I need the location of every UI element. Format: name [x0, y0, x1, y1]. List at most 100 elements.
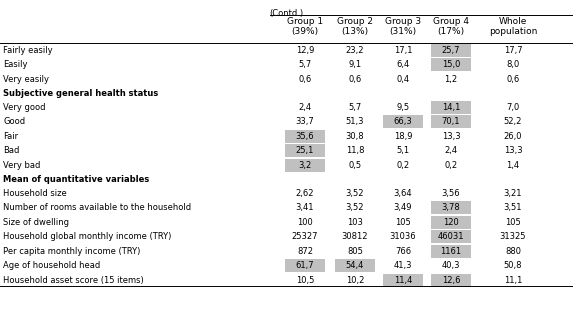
Text: 0,5: 0,5 [348, 161, 362, 170]
Text: 6,4: 6,4 [397, 60, 410, 69]
Text: 61,7: 61,7 [296, 261, 315, 270]
Text: 30812: 30812 [342, 232, 368, 241]
Text: Very good: Very good [3, 103, 45, 112]
Text: Good: Good [3, 117, 25, 126]
Text: Household size: Household size [3, 189, 66, 198]
Text: 2,62: 2,62 [296, 189, 314, 198]
Text: 3,52: 3,52 [346, 189, 364, 198]
Text: 872: 872 [297, 247, 313, 256]
Bar [431, 44, 471, 57]
Text: 31325: 31325 [500, 232, 526, 241]
Text: 0,6: 0,6 [299, 75, 312, 84]
Text: 10,5: 10,5 [296, 276, 314, 285]
Text: 3,51: 3,51 [504, 203, 522, 212]
Text: 18,9: 18,9 [394, 132, 412, 141]
Text: 103: 103 [347, 218, 363, 227]
Text: Easily: Easily [3, 60, 28, 69]
Text: Mean of quantitative variables: Mean of quantitative variables [3, 175, 149, 184]
Text: Whole
population: Whole population [489, 17, 537, 36]
Text: 17,1: 17,1 [394, 46, 412, 55]
Bar [383, 115, 423, 128]
Text: 1161: 1161 [441, 247, 462, 256]
Text: 0,6: 0,6 [348, 75, 362, 84]
Text: 12,6: 12,6 [442, 276, 460, 285]
Text: 46031: 46031 [438, 232, 464, 241]
Text: 3,2: 3,2 [299, 161, 312, 170]
Text: 23,2: 23,2 [346, 46, 364, 55]
Text: 2,4: 2,4 [299, 103, 312, 112]
Text: 40,3: 40,3 [442, 261, 460, 270]
Bar [431, 245, 471, 258]
Text: 14,1: 14,1 [442, 103, 460, 112]
Text: Size of dwelling: Size of dwelling [3, 218, 69, 227]
Text: 17,7: 17,7 [504, 46, 523, 55]
Text: 3,41: 3,41 [296, 203, 314, 212]
Text: 25,7: 25,7 [442, 46, 460, 55]
Text: 33,7: 33,7 [296, 117, 315, 126]
Text: 120: 120 [443, 218, 459, 227]
Text: 12,9: 12,9 [296, 46, 314, 55]
Text: 5,7: 5,7 [299, 60, 312, 69]
Bar [431, 216, 471, 229]
Text: 766: 766 [395, 247, 411, 256]
Text: Age of household head: Age of household head [3, 261, 100, 270]
Text: 50,8: 50,8 [504, 261, 522, 270]
Text: 9,1: 9,1 [348, 60, 362, 69]
Text: 11,4: 11,4 [394, 276, 412, 285]
Text: Group 1
(39%): Group 1 (39%) [287, 17, 323, 36]
Bar [431, 274, 471, 287]
Text: 0,6: 0,6 [507, 75, 520, 84]
Text: 0,2: 0,2 [397, 161, 410, 170]
Text: Group 3
(31%): Group 3 (31%) [385, 17, 421, 36]
Text: 1,4: 1,4 [507, 161, 520, 170]
Text: 41,3: 41,3 [394, 261, 412, 270]
Text: 5,1: 5,1 [397, 146, 410, 155]
Text: 105: 105 [395, 218, 411, 227]
Text: 105: 105 [505, 218, 521, 227]
Text: 13,3: 13,3 [504, 146, 523, 155]
Text: 15,0: 15,0 [442, 60, 460, 69]
Text: 66,3: 66,3 [394, 117, 413, 126]
Text: Fairly easily: Fairly easily [3, 46, 53, 55]
Text: Group 4
(17%): Group 4 (17%) [433, 17, 469, 36]
Text: 25,1: 25,1 [296, 146, 314, 155]
Bar [335, 259, 375, 272]
Text: 8,0: 8,0 [507, 60, 520, 69]
Bar [431, 115, 471, 128]
Bar [431, 201, 471, 214]
Text: 0,4: 0,4 [397, 75, 410, 84]
Bar [285, 144, 325, 157]
Text: 70,1: 70,1 [442, 117, 460, 126]
Text: 31036: 31036 [390, 232, 417, 241]
Text: Per capita monthly income (TRY): Per capita monthly income (TRY) [3, 247, 140, 256]
Text: 3,64: 3,64 [394, 189, 413, 198]
Text: Household global monthly income (TRY): Household global monthly income (TRY) [3, 232, 171, 241]
Text: Subjective general health status: Subjective general health status [3, 89, 158, 98]
Text: 3,78: 3,78 [442, 203, 460, 212]
Text: 880: 880 [505, 247, 521, 256]
Text: 100: 100 [297, 218, 313, 227]
Text: 0,2: 0,2 [445, 161, 458, 170]
Text: 805: 805 [347, 247, 363, 256]
Bar [383, 274, 423, 287]
Text: 9,5: 9,5 [397, 103, 410, 112]
Text: 3,56: 3,56 [442, 189, 460, 198]
Text: Bad: Bad [3, 146, 19, 155]
Text: 1,2: 1,2 [445, 75, 458, 84]
Text: 30,8: 30,8 [346, 132, 364, 141]
Text: 11,1: 11,1 [504, 276, 522, 285]
Text: (Contd.): (Contd.) [269, 9, 303, 18]
Text: 3,52: 3,52 [346, 203, 364, 212]
Text: Fair: Fair [3, 132, 18, 141]
Text: 2,4: 2,4 [445, 146, 458, 155]
Bar [285, 259, 325, 272]
Text: 3,21: 3,21 [504, 189, 522, 198]
Text: 3,49: 3,49 [394, 203, 412, 212]
Text: Group 2
(13%): Group 2 (13%) [337, 17, 373, 36]
Text: 10,2: 10,2 [346, 276, 364, 285]
Text: 54,4: 54,4 [346, 261, 364, 270]
Text: 52,2: 52,2 [504, 117, 522, 126]
Bar [285, 130, 325, 143]
Text: 7,0: 7,0 [507, 103, 520, 112]
Bar [431, 59, 471, 71]
